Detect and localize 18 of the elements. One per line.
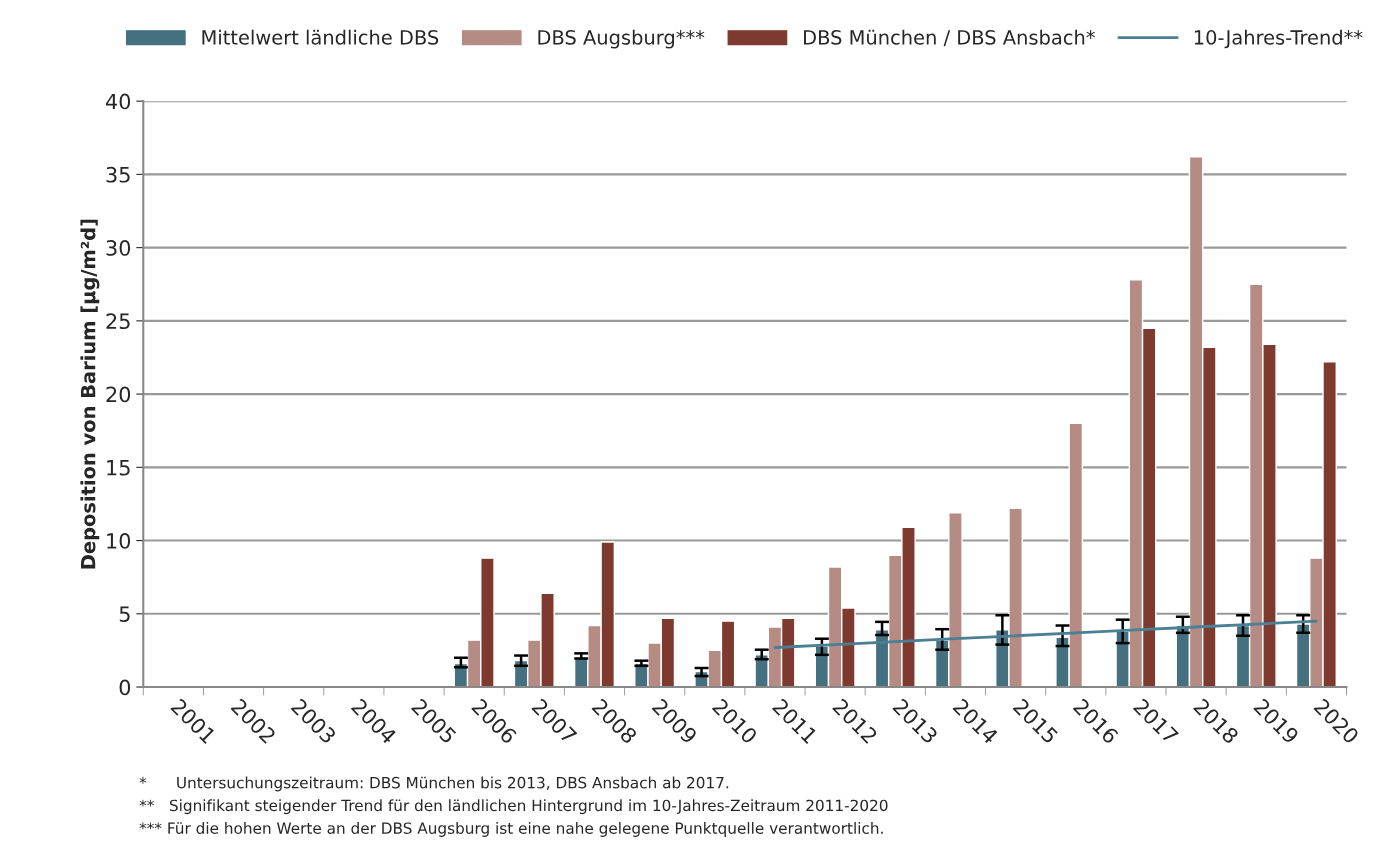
y-tick-label: 0	[119, 679, 131, 696]
y-tick-label: 25	[106, 313, 130, 330]
y-tick-label: 5	[119, 606, 130, 623]
y-tick-label: 30	[106, 240, 131, 256]
y-tick-label: 40	[105, 93, 131, 110]
text: * Untersuchungszeitraum: DBS München bis 2013, DBS Ansbach ab 2017.	[139, 776, 729, 792]
legend-label: 10-Jahres-Trend**	[1194, 29, 1363, 49]
y-tick-label: 20	[106, 386, 131, 403]
y-tick-label: 35	[106, 166, 130, 183]
text: *** Für die hohen Werte an der DBS Augsburg ist eine nahe gelegene Punktquelle verantwortlich.	[139, 822, 883, 837]
legend-label: Mittelwert ländliche DBS	[202, 29, 439, 45]
line-series	[773, 619, 1318, 649]
legend-label: DBS Augsburg***	[538, 29, 705, 49]
y-tick-label: 15	[107, 460, 130, 476]
y-tick-label: 10	[107, 533, 131, 549]
legend-label: DBS München / DBS Ansbach*	[804, 29, 1095, 47]
y-axis-title: Deposition von Barium [µg/m²d]	[80, 219, 100, 569]
text: ** Signifikant steigender Trend für den ländlichen Hintergrund im 10-Jahres-Zeitraum 2011-2020	[139, 799, 888, 815]
